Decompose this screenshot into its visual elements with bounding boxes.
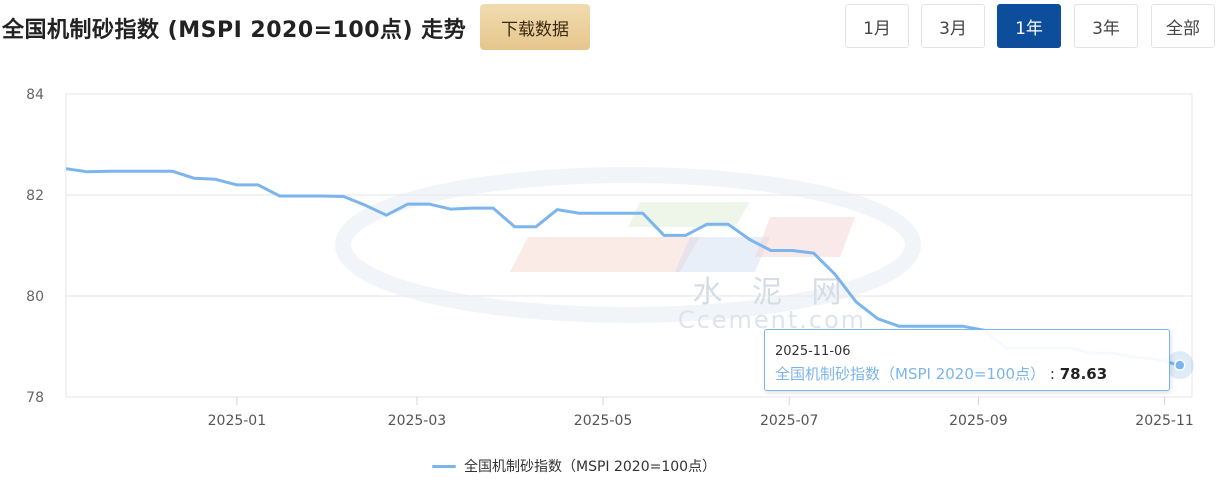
legend-series-label: 全国机制砂指数（MSPI 2020=100点） bbox=[464, 459, 717, 475]
page-title: 全国机制砂指数 (MSPI 2020=100点) 走势 bbox=[2, 18, 467, 43]
x-tick-label: 2025-09 bbox=[949, 413, 1008, 429]
ccement-watermark: 水 泥 网 Ccement.com bbox=[335, 167, 921, 334]
y-tick-label: 78 bbox=[26, 390, 44, 406]
y-tick-label: 84 bbox=[26, 87, 44, 103]
x-tick-label: 2025-01 bbox=[208, 413, 267, 429]
legend-line-icon bbox=[432, 464, 456, 468]
range-1y-button[interactable]: 1年 bbox=[997, 4, 1061, 48]
tooltip-row: 全国机制砂指数（MSPI 2020=100点） : 78.63 bbox=[775, 363, 1169, 384]
hover-marker bbox=[1165, 351, 1194, 380]
tooltip-series-name: 全国机制砂指数（MSPI 2020=100点） bbox=[775, 365, 1046, 383]
marker-point bbox=[1174, 359, 1186, 371]
range-1m-button[interactable]: 1月 bbox=[845, 4, 909, 48]
download-data-button[interactable]: 下载数据 bbox=[480, 4, 590, 50]
x-tick-label: 2025-05 bbox=[574, 413, 633, 429]
y-tick-label: 80 bbox=[26, 289, 44, 305]
chart-tooltip: 2025-11-06 全国机制砂指数（MSPI 2020=100点） : 78.… bbox=[764, 329, 1170, 391]
y-axis: 78 80 82 84 bbox=[26, 87, 44, 406]
range-all-button[interactable]: 全部 bbox=[1151, 4, 1215, 48]
x-tick-label: 2025-03 bbox=[388, 413, 447, 429]
grid-lines bbox=[65, 93, 1193, 398]
header: 全国机制砂指数 (MSPI 2020=100点) 走势 下载数据 1月 3月 1… bbox=[0, 0, 1227, 60]
range-3m-button[interactable]: 3月 bbox=[921, 4, 985, 48]
watermark-cn-text: 水 泥 网 bbox=[692, 275, 851, 310]
tooltip-separator: : bbox=[1049, 365, 1055, 383]
range-3y-button[interactable]: 3年 bbox=[1074, 4, 1138, 48]
tooltip-value: 78.63 bbox=[1059, 365, 1108, 383]
chart-legend[interactable]: 全国机制砂指数（MSPI 2020=100点） bbox=[432, 456, 716, 476]
x-tick-label: 2025-07 bbox=[760, 413, 819, 429]
x-tick-label: 2025-11 bbox=[1135, 413, 1194, 429]
x-axis: 2025-01 2025-03 2025-05 2025-07 2025-09 2025-… bbox=[208, 397, 1194, 429]
tooltip-date: 2025-11-06 bbox=[775, 344, 851, 359]
y-tick-label: 82 bbox=[26, 188, 44, 204]
